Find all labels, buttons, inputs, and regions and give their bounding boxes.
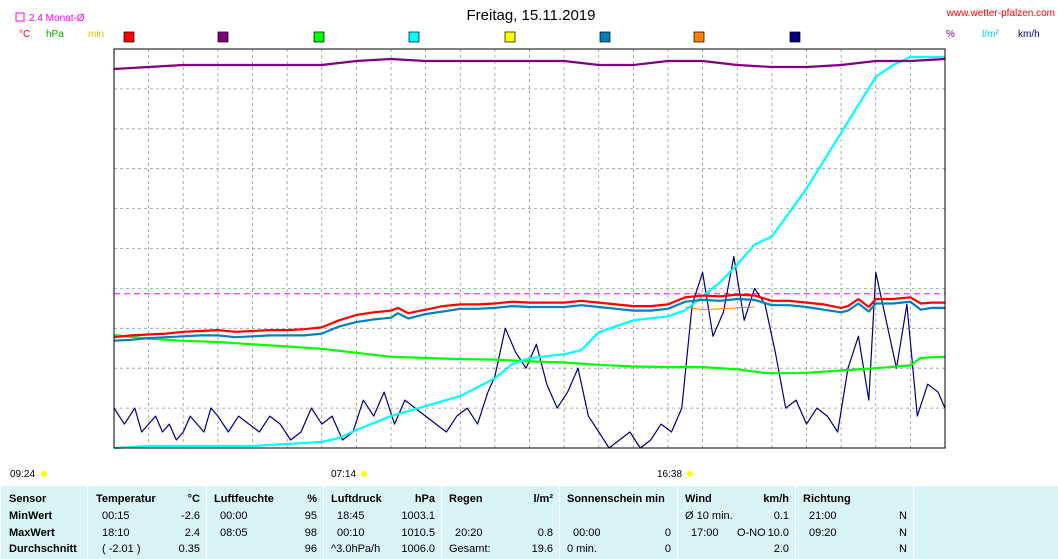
col-regen: Regen l/m² 20:20 0.8 Gesamt: 19.6	[441, 486, 559, 559]
hdr-temperatur: Temperatur	[96, 493, 156, 505]
wind-avg10-label: Ø 10 min.	[685, 510, 733, 522]
col-temperatur: Temperatur °C 00:15 -2.6 18:10 2.4 ( -2.…	[87, 486, 206, 559]
hdr-luftdruck-unit: hPa	[414, 493, 435, 505]
press-min-val: 1003.1	[401, 510, 435, 522]
dir-max-val: N	[899, 527, 907, 539]
legend-swatch-taupunkt	[599, 31, 611, 43]
col-wind: Wind km/h Ø 10 min. 0.1 17:00 O-NO 10.0 …	[677, 486, 795, 559]
dir-min-time: 21:00	[809, 510, 837, 522]
legend-swatch-regen	[408, 31, 420, 43]
wind-min-val: 0.1	[773, 510, 789, 522]
sunset-label: 16:38	[657, 469, 682, 480]
hdr-wind: Wind	[685, 493, 712, 505]
legend	[123, 31, 801, 43]
series-line-regen	[113, 55, 945, 450]
rain-total-label: Gesamt:	[449, 543, 491, 555]
sun-icon	[41, 471, 47, 477]
hdr-regen-unit: l/m²	[533, 493, 553, 505]
row-label-max: MaxWert	[9, 527, 55, 539]
sun-max-val: 0	[664, 527, 671, 539]
col-sensor: Sensor MinWert MaxWert Durchschnitt	[0, 486, 87, 559]
sunset-sun-icon	[687, 471, 693, 477]
col-empty	[913, 486, 1058, 559]
series-line-windchill	[685, 306, 755, 311]
sun-max-time: 00:00	[573, 527, 601, 539]
col-luftdruck: Luftdruck hPa 18:45 1003.1 00:10 1010.5 …	[323, 486, 441, 559]
temp-max-val: 2.4	[184, 527, 200, 539]
unit-lm2: l/m²	[982, 29, 999, 40]
col-luftfeuchte: Luftfeuchte % 00:00 95 08:05 98 96	[206, 486, 323, 559]
hum-min-time: 00:00	[220, 510, 248, 522]
sun-total-label: 0 min.	[567, 543, 597, 555]
legend-swatch-temperatur	[123, 31, 135, 43]
unit-percent: %	[946, 29, 955, 40]
press-max-val: 1010.5	[401, 527, 435, 539]
hum-max-val: 98	[304, 527, 317, 539]
series-group	[113, 55, 946, 450]
website-label: www.wetter-pfalzen.com	[946, 8, 1055, 19]
stats-table: Sensor MinWert MaxWert Durchschnitt Temp…	[0, 486, 1058, 559]
sunrise-sun-icon	[361, 471, 367, 477]
series-line-taupunkt	[113, 297, 945, 342]
press-min-time: 18:45	[337, 510, 365, 522]
row-label-min: MinWert	[9, 510, 53, 522]
rain-max-time: 20:20	[455, 527, 483, 539]
hdr-luftfeuchte-unit: %	[307, 493, 317, 505]
temp-max-time: 18:10	[102, 527, 130, 539]
legend-swatch-sonnenschein	[504, 31, 516, 43]
unit-celsius: °C	[19, 29, 30, 40]
wind-max-dir: O-NO	[737, 527, 766, 539]
hum-min-val: 95	[304, 510, 317, 522]
hum-max-time: 08:05	[220, 527, 248, 539]
hdr-sensor: Sensor	[9, 493, 47, 505]
col-sonnenschein: Sonnenschein min 00:00 0 0 min. 0	[559, 486, 677, 559]
wind-max-val: 10.0	[767, 527, 789, 539]
wind-avg-val: 2.0	[773, 543, 789, 555]
press-max-time: 00:10	[337, 527, 365, 539]
series-line-luftfeuchte	[113, 57, 946, 71]
sun-total-val: 0	[664, 543, 671, 555]
dir-max-time: 09:20	[809, 527, 837, 539]
unit-hpa: hPa	[46, 29, 64, 40]
month-avg-label: 2.4 Monat-Ø	[29, 13, 85, 24]
plot-frame	[113, 48, 946, 449]
temp-avg-time: ( -2.01 )	[102, 543, 141, 555]
month-avg-marker-icon	[15, 12, 25, 22]
weather-chart: Freitag, 15.11.2019 www.wetter-pfalzen.c…	[10, 7, 1055, 480]
hdr-temperatur-unit: °C	[187, 493, 200, 505]
legend-swatch-windboeen	[789, 31, 801, 43]
temp-min-val: -2.6	[181, 510, 200, 522]
wind-max-time: 17:00	[691, 527, 719, 539]
series-line-temperatur	[113, 293, 945, 339]
col-richtung: Richtung 21:00 N 09:20 N N	[795, 486, 913, 559]
row-label-avg: Durchschnitt	[9, 543, 77, 555]
legend-swatch-luftdruck	[313, 31, 325, 43]
dir-min-val: N	[899, 510, 907, 522]
rain-max-val: 0.8	[537, 527, 553, 539]
series-line-windben	[113, 255, 946, 449]
press-avg-val: 1006.0	[401, 543, 435, 555]
dir-avg-val: N	[899, 543, 907, 555]
sunrise-left-label: 09:24	[10, 469, 35, 480]
hum-avg-val: 96	[304, 543, 317, 555]
unit-min: min	[88, 29, 104, 40]
hdr-luftdruck: Luftdruck	[331, 493, 382, 505]
press-trend: ^3.0hPa/h	[331, 543, 381, 555]
legend-swatch-luftfeuchte	[217, 31, 229, 43]
unit-kmh: km/h	[1018, 29, 1040, 40]
temp-min-time: 00:15	[102, 510, 130, 522]
hdr-richtung: Richtung	[803, 493, 851, 505]
chart-title: Freitag, 15.11.2019	[467, 7, 596, 24]
rain-total-val: 19.6	[531, 543, 553, 555]
grid	[114, 49, 945, 448]
hdr-regen: Regen	[449, 493, 483, 505]
hdr-luftfeuchte: Luftfeuchte	[214, 493, 274, 505]
series-line-luftdruck	[113, 334, 946, 375]
legend-swatch-windchill	[693, 31, 705, 43]
sunrise-label: 07:14	[331, 469, 356, 480]
temp-avg-val: 0.35	[178, 543, 200, 555]
hdr-sonnenschein: Sonnenschein min	[567, 493, 665, 505]
hdr-wind-unit: km/h	[763, 493, 789, 505]
